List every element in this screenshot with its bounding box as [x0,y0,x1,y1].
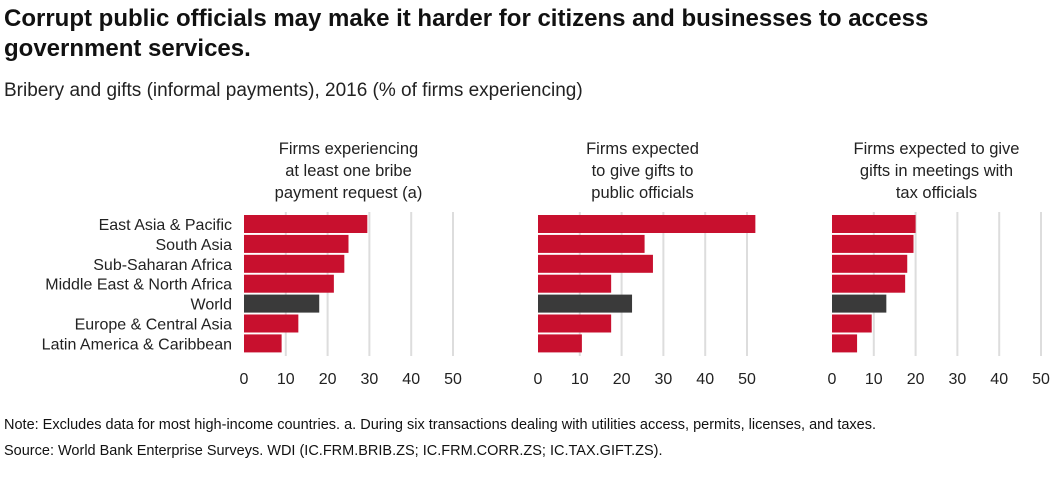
category-label: Middle East & North Africa [45,277,232,294]
chart-note: Note: Excludes data for most high-income… [4,417,877,433]
panel-title-line: at least one bribe [285,162,412,180]
bar [832,215,916,233]
bar [832,334,858,353]
bar [244,314,299,333]
chart-title: Corrupt public officials may make it har… [4,5,929,62]
panel-title-line: public officials [591,184,693,202]
x-tick-label: 10 [571,371,589,388]
bar [244,215,368,233]
x-tick-label: 40 [402,371,420,388]
panel-title-line: to give gifts to [592,162,694,180]
category-label: Sub-Saharan Africa [93,257,232,274]
bar [538,294,633,313]
panel-title-line: payment request (a) [275,184,423,202]
bar [538,274,612,293]
panel-title-line: Firms expected [586,140,699,158]
x-tick-label: 30 [949,371,967,388]
bar [538,334,582,353]
bar [244,254,345,273]
bar [538,215,756,233]
bar [832,254,908,273]
x-tick-label: 0 [828,371,837,388]
category-label: Europe & Central Asia [75,317,233,334]
panel-title-line: tax officials [896,184,977,202]
x-tick-label: 0 [534,371,543,388]
category-label: Latin America & Caribbean [42,336,232,353]
bar [832,294,887,313]
category-label: World [191,297,233,314]
x-tick-label: 50 [444,371,462,388]
x-tick-label: 30 [361,371,379,388]
bar [538,254,653,273]
x-tick-label: 30 [655,371,673,388]
bar-chart-panels: East Asia & Pacific South Asia Sub-Saharan… [42,140,1050,388]
bar [244,334,282,353]
x-tick-label: 20 [613,371,631,388]
chart-subtitle: Bribery and gifts (informal payments), 2… [4,80,583,101]
panel-title-line: Firms experiencing [279,140,418,158]
x-tick-label: 20 [907,371,925,388]
bar [832,234,914,253]
x-tick-label: 0 [240,371,249,388]
panel-title-line: gifts in meetings with [860,162,1013,180]
panel-title-line: Firms expected to give [854,140,1020,158]
bar [832,274,906,293]
x-tick-label: 50 [738,371,756,388]
category-label: South Asia [156,237,233,254]
x-tick-label: 20 [319,371,337,388]
bar [538,314,612,333]
bar [244,234,349,253]
x-tick-label: 40 [696,371,714,388]
x-tick-label: 40 [990,371,1008,388]
x-tick-label: 10 [865,371,883,388]
bar [832,314,872,333]
category-label: East Asia & Pacific [99,217,232,234]
x-tick-label: 10 [277,371,295,388]
x-tick-label: 50 [1032,371,1050,388]
bar [244,274,334,293]
chart-source: Source: World Bank Enterprise Surveys. W… [4,443,663,459]
bar [538,234,645,253]
bar [244,294,320,313]
